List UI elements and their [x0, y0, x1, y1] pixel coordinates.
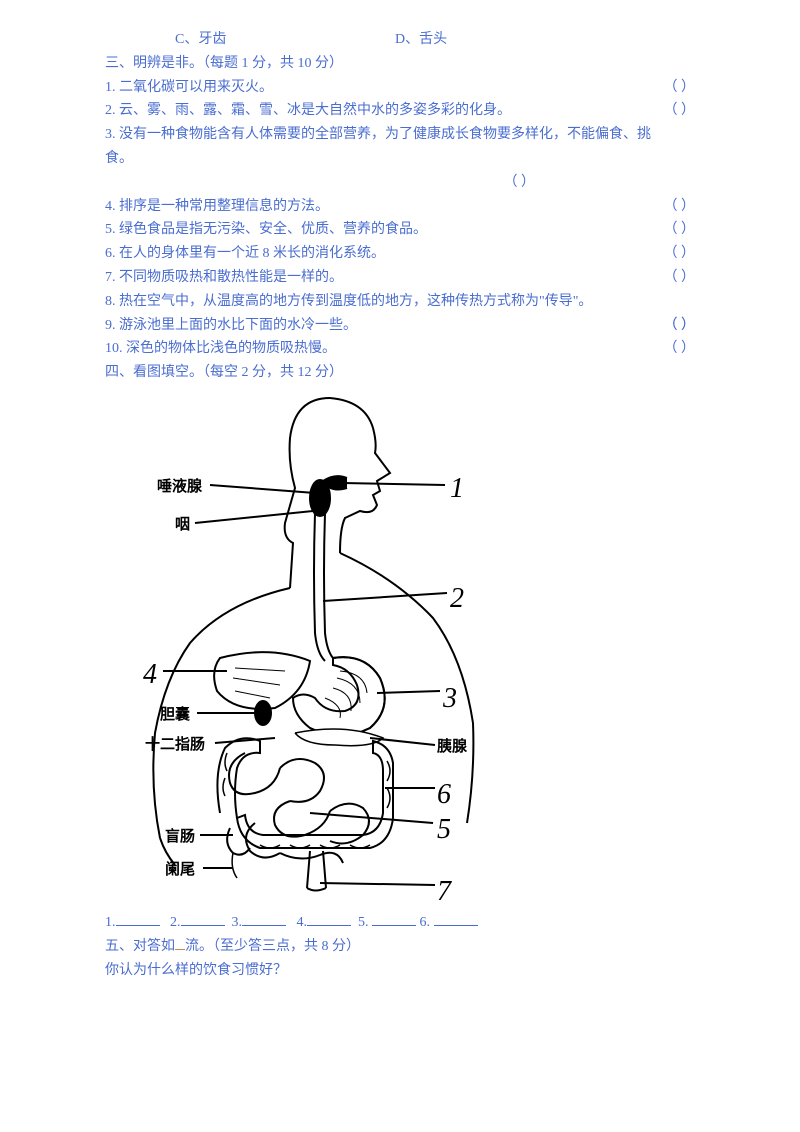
section4-heading: 四、看图填空。（每空 2 分，共 12 分） [105, 361, 695, 385]
option-row: C、牙齿 D、舌头 [175, 28, 695, 52]
label-pancreas: 胰腺 [437, 735, 467, 761]
tf-item-10: 10. 深色的物体比浅色的物质吸热慢。 （ ） [105, 337, 695, 361]
option-d: D、舌头 [395, 28, 447, 52]
option-c: C、牙齿 [175, 28, 395, 52]
tf-q5: 5. 绿色食品是指无污染、安全、优质、营养的食品。 [105, 222, 427, 237]
bracket-icon: （ ） [664, 337, 696, 361]
fill-6: 6. [420, 915, 431, 930]
tf-item-1: 1. 二氧化碳可以用来灭火。 （ ） [105, 76, 695, 100]
label-salivary: 唾液腺 [157, 475, 202, 501]
bracket-icon: （ ） [664, 266, 696, 290]
tf-item-2: 2. 云、雾、雨、露、霜、雪、冰是大自然中水的多姿多彩的化身。 （ ） [105, 99, 695, 123]
tf-q7: 7. 不同物质吸热和散热性能是一样的。 [105, 270, 343, 285]
tf-q2: 2. 云、雾、雨、露、霜、雪、冰是大自然中水的多姿多彩的化身。 [105, 103, 511, 118]
tf-q4: 4. 排序是一种常用整理信息的方法。 [105, 199, 329, 214]
num-4: 4 [143, 651, 157, 699]
num-3: 3 [443, 675, 457, 723]
tf-q10: 10. 深色的物体比浅色的物质吸热慢。 [105, 341, 336, 356]
tf-item-7: 7. 不同物质吸热和散热性能是一样的。 （ ） [105, 266, 695, 290]
bracket-icon: （ ） [664, 76, 696, 100]
tf-q3: 3. 没有一种食物能含有人体需要的全部营养，为了健康成长食物要多样化，不能偏食、… [105, 127, 651, 166]
label-pharynx: 咽 [175, 513, 190, 539]
blank-input[interactable] [372, 912, 416, 926]
tf-item-6: 6. 在人的身体里有一个近 8 米长的消化系统。 （ ） [105, 242, 695, 266]
digestive-system-diagram: 唾液腺 咽 胆囊 十二指肠 盲肠 阑尾 胰腺 1 2 3 4 5 6 7 [115, 393, 495, 903]
blank-input[interactable] [181, 912, 225, 926]
tf-q6: 6. 在人的身体里有一个近 8 米长的消化系统。 [105, 246, 385, 261]
fill-blanks-row: 1. 2. 3. 4. 5. 6. [105, 911, 695, 935]
label-gallbladder: 胆囊 [160, 703, 190, 729]
num-1: 1 [450, 465, 464, 513]
bracket-icon: （ ） [664, 99, 696, 123]
section5-question: 你认为什么样的饮食习惯好？ [105, 959, 695, 983]
bracket-icon: （ ） [664, 314, 696, 338]
underscore-icon [175, 949, 185, 950]
section5-heading-b: 流。（至少答三点，共 8 分） [185, 939, 360, 954]
tf-item-9: 9. 游泳池里上面的水比下面的水冷一些。 （ ） [105, 314, 695, 338]
section3-heading: 三、明辨是非。（每题 1 分，共 10 分） [105, 52, 695, 76]
bracket-icon: （ ） [664, 195, 696, 219]
label-appendix: 阑尾 [165, 858, 195, 884]
tf-item-5: 5. 绿色食品是指无污染、安全、优质、营养的食品。 （ ） [105, 218, 695, 242]
blank-input[interactable] [116, 912, 160, 926]
bracket-icon: （ ） [664, 218, 696, 242]
fill-3: 3. [232, 915, 243, 930]
num-7: 7 [437, 868, 451, 916]
tf-q1: 1. 二氧化碳可以用来灭火。 [105, 80, 273, 95]
num-2: 2 [450, 575, 464, 623]
tf-q8: 8. 热在空气中，从温度高的地方传到温度低的地方，这种传热方式称为"传导"。 [105, 294, 592, 309]
section5-heading: 五、对答如流。（至少答三点，共 8 分） [105, 935, 695, 959]
tf-bracket-3: （ ） [105, 171, 695, 195]
blank-input[interactable] [307, 912, 351, 926]
num-6: 6 [437, 771, 451, 819]
tf-item-3: 3. 没有一种食物能含有人体需要的全部营养，为了健康成长食物要多样化，不能偏食、… [105, 123, 695, 171]
fill-4: 4. [297, 915, 308, 930]
section5-heading-a: 五、对答如 [105, 939, 175, 954]
fill-2: 2. [170, 915, 181, 930]
tf-q9: 9. 游泳池里上面的水比下面的水冷一些。 [105, 318, 357, 333]
blank-input[interactable] [242, 912, 286, 926]
label-cecum: 盲肠 [165, 825, 195, 851]
bracket-icon: （ ） [664, 242, 696, 266]
fill-5: 5. [358, 915, 369, 930]
bracket-icon: （ ） [504, 175, 536, 190]
tf-item-8: 8. 热在空气中，从温度高的地方传到温度低的地方，这种传热方式称为"传导"。 [105, 290, 695, 314]
fill-1: 1. [105, 915, 116, 930]
label-duodenum: 十二指肠 [145, 733, 205, 759]
tf-item-4: 4. 排序是一种常用整理信息的方法。 （ ） [105, 195, 695, 219]
